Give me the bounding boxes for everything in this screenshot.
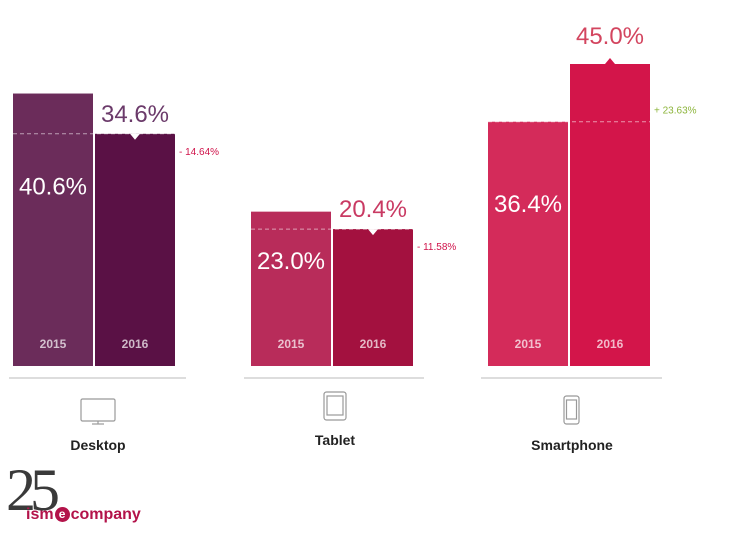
bar-smartphone-2016 — [570, 64, 650, 366]
notch-desktop — [130, 133, 140, 140]
logo-wordmark: ism e company — [26, 506, 141, 524]
value-label-smartphone-2016: 45.0% — [576, 23, 644, 50]
bar-tablet-2015 — [251, 211, 331, 366]
bar-tablet-2016 — [333, 229, 413, 366]
tablet-icon — [323, 391, 347, 421]
change-label-smartphone: + 23.63% — [654, 106, 697, 117]
notch-smartphone — [605, 58, 615, 64]
year-label-smartphone-2015: 2015 — [515, 337, 542, 351]
smartphone-icon — [563, 395, 580, 425]
device-label-smartphone: Smartphone — [531, 437, 613, 453]
logo-number: 25 — [6, 457, 60, 523]
year-label-tablet-2016: 2016 — [360, 337, 387, 351]
logo-e-circle: e — [54, 507, 70, 522]
device-label-tablet: Tablet — [314, 432, 356, 448]
desktop-icon — [80, 398, 116, 425]
year-label-tablet-2015: 2015 — [278, 337, 305, 351]
change-label-tablet: - 11.58% — [417, 242, 456, 253]
device-label-desktop: Desktop — [70, 437, 126, 453]
value-label-desktop-2015: 40.6% — [19, 173, 87, 200]
value-label-tablet-2015: 23.0% — [257, 248, 325, 275]
change-label-desktop: - 14.64% — [179, 147, 219, 158]
logo-word-after: company — [70, 506, 141, 523]
value-label-smartphone-2015: 36.4% — [494, 191, 562, 218]
ism-ecompany-logo: 25 ism e company — [4, 457, 164, 532]
notch-tablet — [368, 229, 378, 236]
bar-desktop-2015 — [13, 93, 93, 366]
value-label-desktop-2016: 34.6% — [101, 101, 169, 128]
year-label-desktop-2016: 2016 — [122, 337, 149, 351]
year-label-smartphone-2016: 2016 — [597, 337, 624, 351]
bar-smartphone-2015 — [488, 121, 568, 367]
year-label-desktop-2015: 2015 — [40, 337, 67, 351]
value-label-tablet-2016: 20.4% — [339, 196, 407, 223]
logo-word-before: ism — [26, 506, 54, 523]
bar-desktop-2016 — [95, 133, 175, 366]
